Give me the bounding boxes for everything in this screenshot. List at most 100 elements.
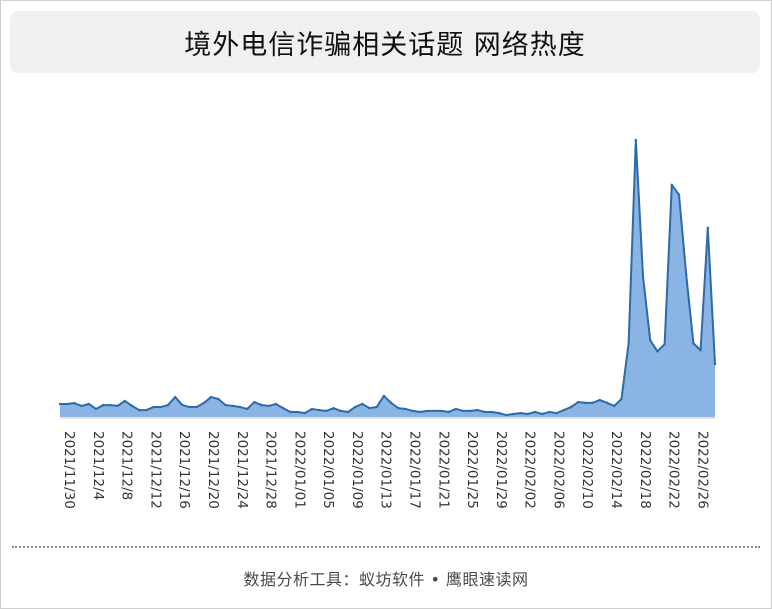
data-point — [598, 398, 602, 402]
data-point — [152, 405, 155, 409]
x-tick-label: 2022/01/09 — [349, 431, 365, 509]
data-point — [353, 405, 357, 409]
data-point — [533, 410, 537, 414]
data-point — [418, 410, 422, 414]
data-point — [663, 342, 666, 346]
data-point — [447, 410, 450, 414]
data-point — [188, 405, 191, 409]
x-tick-label: 2022/01/01 — [291, 431, 307, 509]
data-point — [116, 404, 119, 408]
data-point — [325, 409, 328, 413]
area-fill — [60, 140, 715, 417]
x-tick-label: 2021/12/4 — [90, 431, 106, 500]
data-point — [361, 402, 364, 406]
data-point — [685, 273, 688, 276]
data-point — [260, 403, 263, 407]
x-tick-label: 2021/12/28 — [263, 431, 279, 509]
data-point — [634, 138, 638, 142]
data-point — [670, 183, 674, 187]
data-point — [58, 402, 62, 406]
data-point — [440, 409, 443, 413]
x-tick-label: 2021/12/12 — [147, 431, 163, 509]
data-point — [641, 275, 645, 278]
data-point — [483, 410, 486, 414]
data-point — [173, 395, 177, 399]
series-line — [60, 139, 716, 417]
data-point — [375, 405, 378, 409]
data-point — [310, 407, 314, 411]
x-tick-label: 2021/11/30 — [61, 431, 77, 509]
data-point — [368, 406, 371, 410]
data-point — [512, 412, 515, 416]
data-point — [137, 408, 141, 412]
data-point — [382, 394, 386, 398]
x-tick-label: 2022/02/26 — [694, 431, 710, 509]
data-point — [130, 404, 134, 408]
x-tick-label: 2021/12/16 — [176, 431, 192, 509]
data-point — [253, 400, 256, 404]
data-point — [555, 411, 558, 415]
x-tick-label: 2021/12/24 — [234, 431, 250, 509]
data-point — [404, 407, 407, 411]
data-point — [217, 397, 220, 401]
data-point — [519, 411, 522, 415]
data-point — [591, 401, 594, 405]
data-point — [469, 409, 472, 413]
x-tick-label: 2022/02/22 — [666, 431, 682, 509]
data-point — [613, 404, 616, 408]
data-point — [713, 362, 717, 366]
data-point — [274, 402, 278, 406]
footer-source: 数据分析工具：蚁坊软件 • 鹰眼速读网 — [243, 570, 529, 589]
data-point — [605, 401, 609, 405]
data-point — [577, 400, 580, 404]
data-point — [159, 405, 162, 409]
data-point — [238, 405, 242, 409]
data-point — [245, 407, 249, 411]
x-tick-label: 2022/01/25 — [464, 431, 480, 509]
data-point — [303, 411, 306, 415]
data-point — [289, 410, 292, 414]
data-point — [505, 413, 508, 417]
x-tick-label: 2022/01/05 — [320, 431, 336, 509]
x-tick-label: 2021/12/20 — [205, 431, 221, 509]
data-point — [166, 403, 170, 407]
data-point — [497, 411, 501, 415]
data-point — [73, 401, 76, 405]
data-point — [317, 408, 321, 412]
footer-divider — [12, 546, 760, 548]
data-point — [181, 403, 184, 407]
data-point — [699, 349, 702, 352]
data-point — [145, 408, 148, 412]
data-point — [433, 409, 436, 413]
data-point — [195, 405, 198, 409]
data-point — [209, 395, 213, 399]
data-point — [281, 406, 285, 410]
x-tick-label: 2021/12/8 — [119, 431, 135, 500]
data-point — [620, 397, 623, 401]
data-point — [584, 401, 587, 405]
data-point — [389, 401, 393, 405]
data-point — [490, 410, 494, 414]
data-point — [87, 402, 90, 406]
data-point — [692, 342, 695, 345]
x-tick-label: 2022/01/17 — [406, 431, 422, 509]
data-point — [202, 401, 206, 405]
x-tick-label: 2022/01/29 — [493, 431, 509, 509]
data-point — [526, 412, 530, 416]
data-point — [231, 404, 234, 408]
data-point — [454, 407, 458, 411]
x-tick-label: 2022/01/21 — [435, 431, 451, 509]
data-point — [296, 410, 299, 414]
x-tick-label: 2022/02/02 — [522, 431, 538, 509]
data-point — [411, 409, 414, 413]
data-point — [101, 403, 105, 407]
data-point — [706, 226, 709, 230]
data-point — [476, 408, 479, 412]
data-point — [94, 407, 98, 411]
data-point — [541, 412, 544, 416]
data-point — [267, 404, 270, 408]
data-point — [66, 402, 69, 406]
x-tick-label: 2022/02/10 — [579, 431, 595, 509]
data-point — [627, 342, 630, 345]
